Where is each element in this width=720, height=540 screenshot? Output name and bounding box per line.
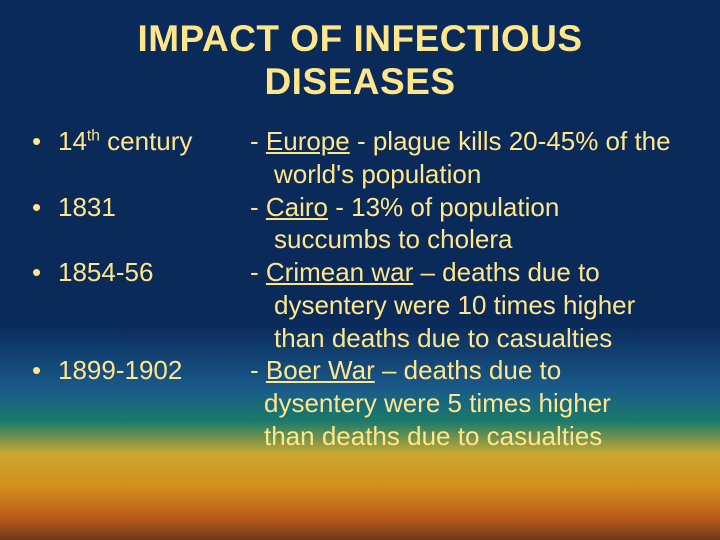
- bullet-row: •14th century- Europe - plague kills 20-…: [30, 125, 690, 191]
- description-column: - Europe - plague kills 20-45% of thewor…: [250, 125, 690, 191]
- bullet-list: •14th century- Europe - plague kills 20-…: [30, 125, 690, 453]
- date-column: •1899-1902: [30, 354, 250, 387]
- description-subject: Crimean war: [266, 257, 413, 287]
- bullet-dot-icon: •: [30, 354, 58, 387]
- description-text: - plague kills 20-45% of the: [350, 126, 671, 156]
- description-column: - Cairo - 13% of populationsuccumbs to c…: [250, 191, 690, 257]
- title-line-2: DISEASES: [264, 61, 455, 102]
- bullet-dot-icon: •: [30, 125, 58, 158]
- description-subject: Europe: [266, 126, 350, 156]
- dash: -: [250, 355, 266, 385]
- date-suffix: century: [100, 126, 193, 156]
- description-continuation: than deaths due to casualties: [250, 322, 690, 355]
- date-text: 1899-1902: [58, 354, 182, 387]
- description-column: - Crimean war – deaths due todysentery w…: [250, 256, 690, 354]
- dash: -: [250, 257, 266, 287]
- bullet-row: •1854-56- Crimean war – deaths due todys…: [30, 256, 690, 354]
- date-prefix: 1831: [58, 192, 116, 222]
- dash: -: [250, 126, 266, 156]
- date-ordinal: th: [87, 127, 100, 144]
- description-line: - Cairo - 13% of population: [250, 191, 690, 224]
- date-column: •1831: [30, 191, 250, 224]
- date-text: 14th century: [58, 125, 192, 158]
- description-text: – deaths due to: [413, 257, 599, 287]
- description-continuation: than deaths due to casualties: [250, 420, 690, 453]
- description-subject: Cairo: [266, 192, 328, 222]
- date-prefix: 1854-56: [58, 257, 153, 287]
- description-line: - Crimean war – deaths due to: [250, 256, 690, 289]
- bullet-row: •1899-1902- Boer War – deaths due todyse…: [30, 354, 690, 452]
- description-column: - Boer War – deaths due todysentery were…: [250, 354, 690, 452]
- description-line: - Europe - plague kills 20-45% of the: [250, 125, 690, 158]
- description-continuation: dysentery were 5 times higher: [250, 387, 690, 420]
- dash: -: [250, 192, 266, 222]
- description-line: - Boer War – deaths due to: [250, 354, 690, 387]
- description-continuation: dysentery were 10 times higher: [250, 289, 690, 322]
- slide-title: IMPACT OF INFECTIOUS DISEASES: [30, 18, 690, 103]
- bullet-row: •1831- Cairo - 13% of populationsuccumbs…: [30, 191, 690, 257]
- description-text: – deaths due to: [375, 355, 561, 385]
- slide: IMPACT OF INFECTIOUS DISEASES •14th cent…: [0, 0, 720, 540]
- date-column: •1854-56: [30, 256, 250, 289]
- date-text: 1854-56: [58, 256, 153, 289]
- bullet-dot-icon: •: [30, 256, 58, 289]
- date-text: 1831: [58, 191, 116, 224]
- date-prefix: 14: [58, 126, 87, 156]
- bullet-dot-icon: •: [30, 191, 58, 224]
- date-prefix: 1899-1902: [58, 355, 182, 385]
- date-column: •14th century: [30, 125, 250, 158]
- description-text: - 13% of population: [328, 192, 559, 222]
- title-line-1: IMPACT OF INFECTIOUS: [137, 18, 582, 59]
- description-continuation: succumbs to cholera: [250, 223, 690, 256]
- description-continuation: world's population: [250, 158, 690, 191]
- description-subject: Boer War: [266, 355, 375, 385]
